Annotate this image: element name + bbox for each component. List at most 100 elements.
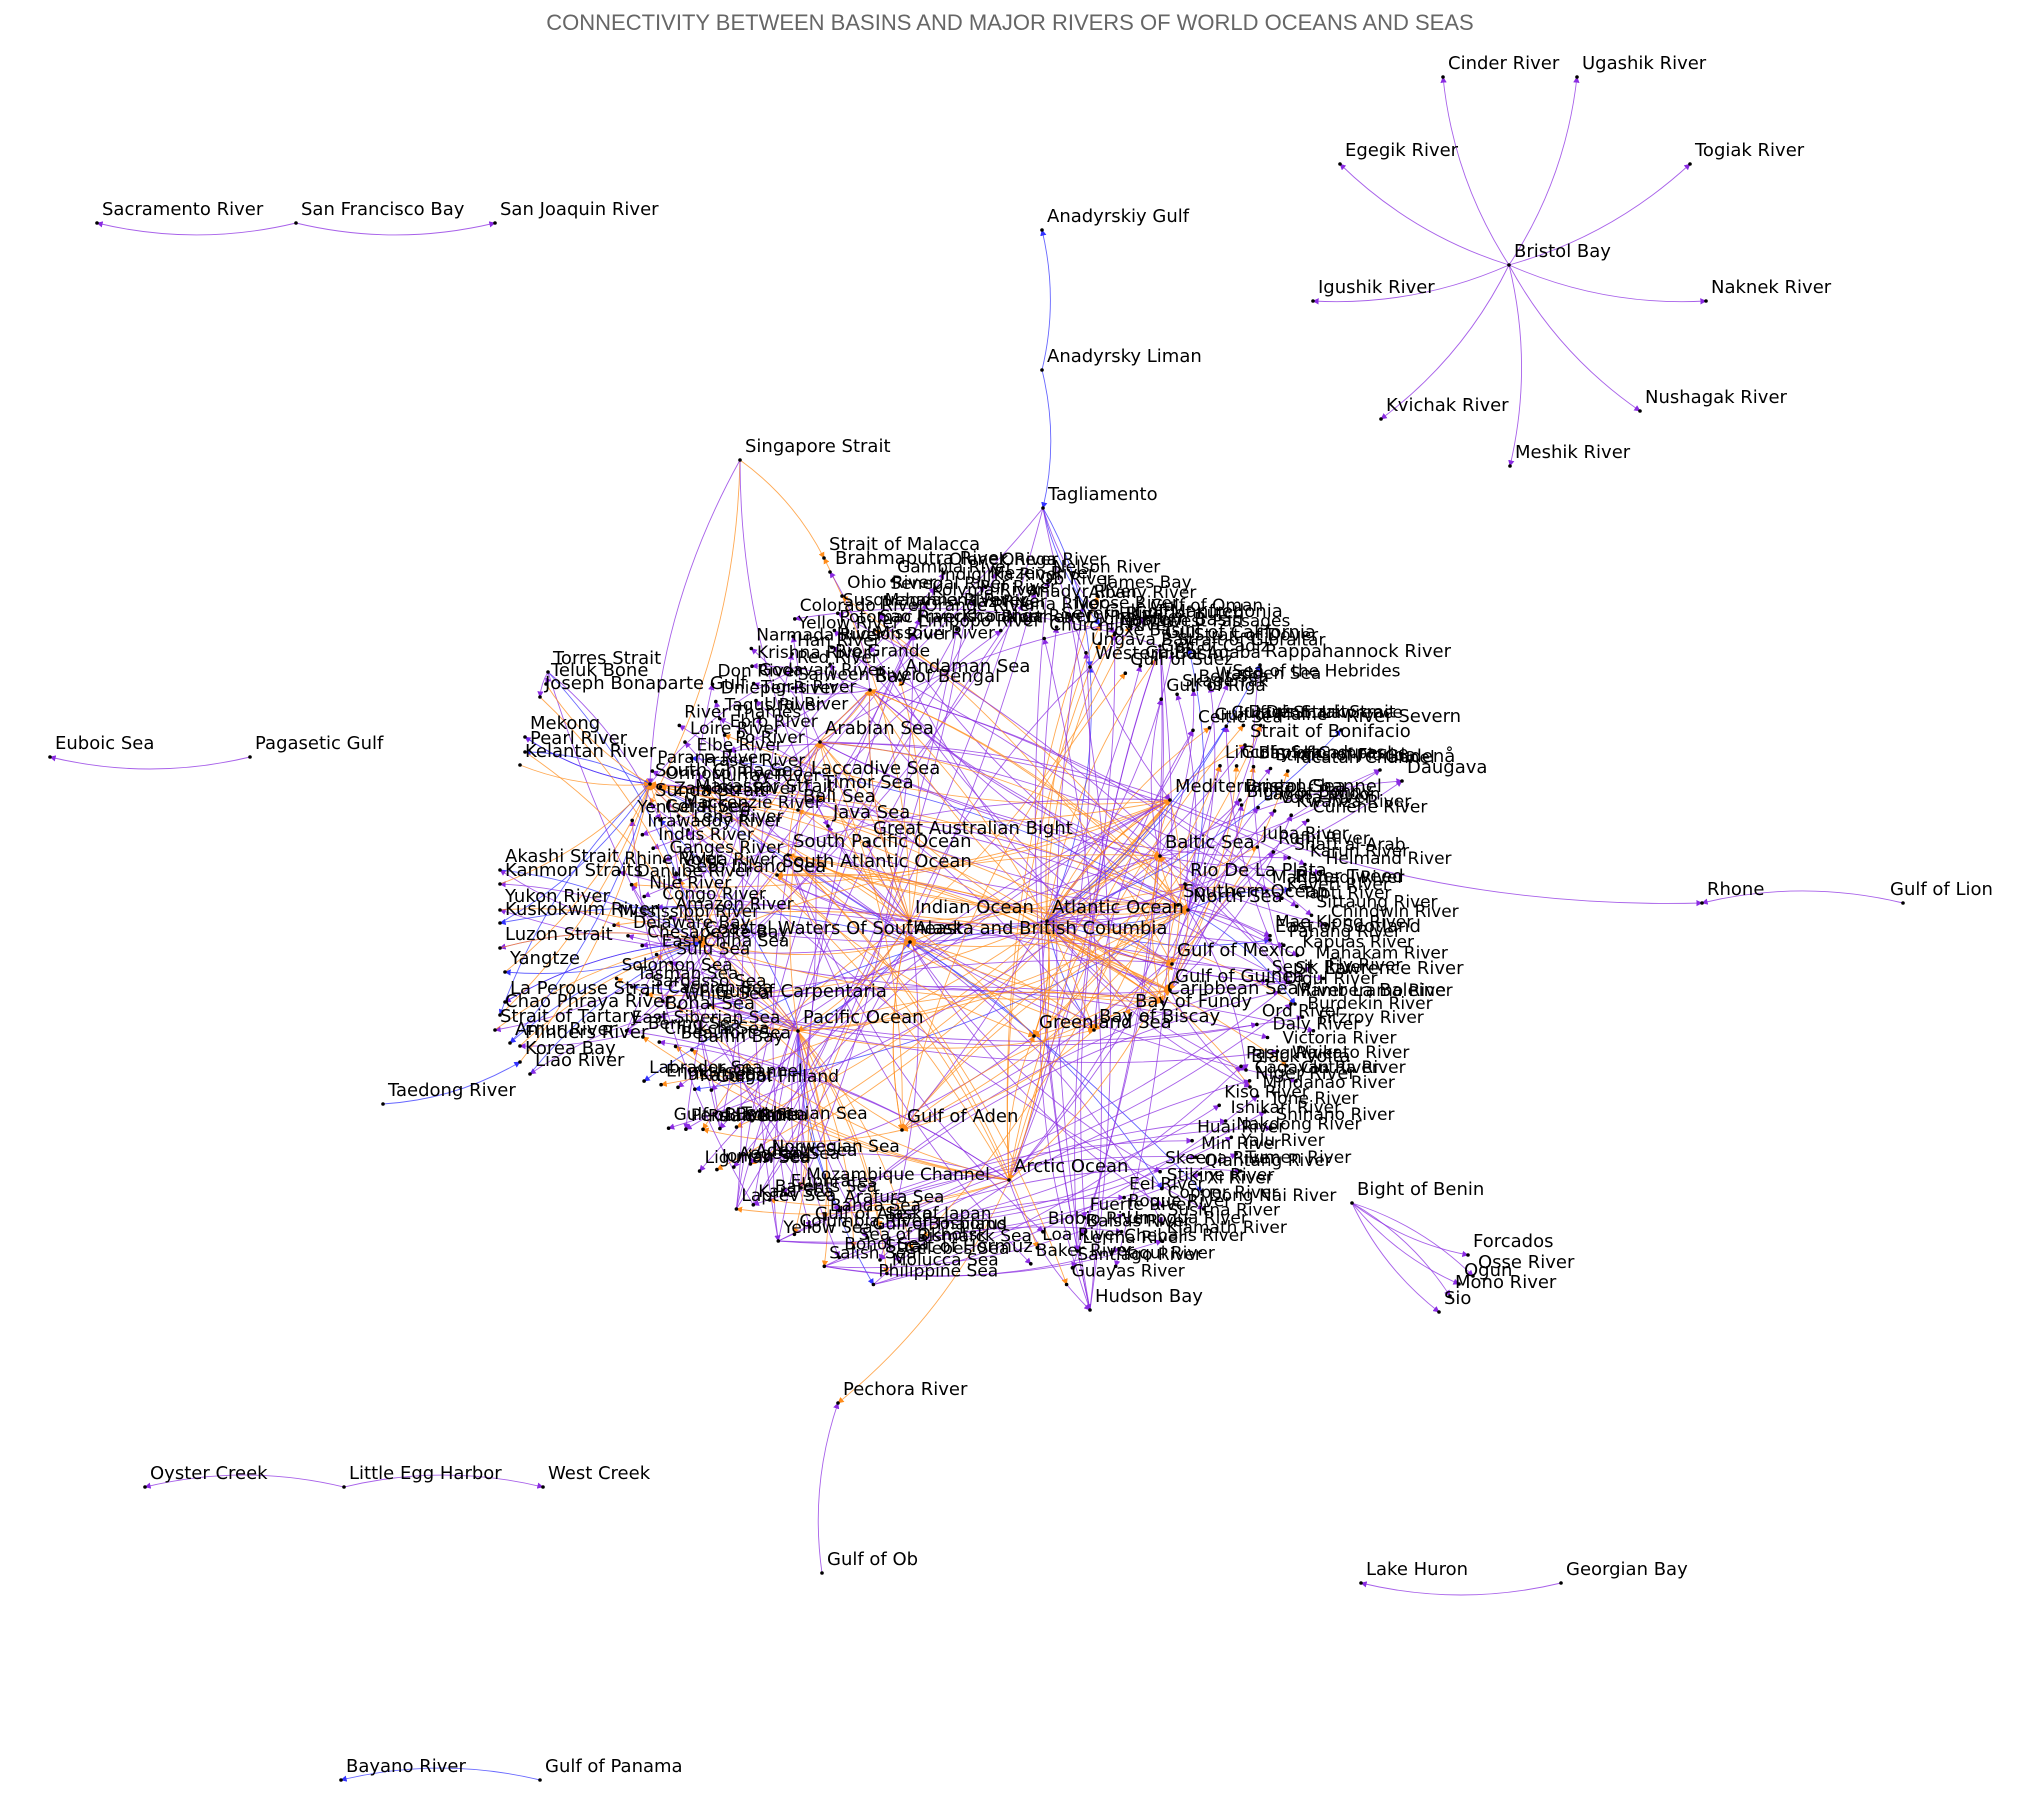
node-voltariver	[1272, 809, 1277, 813]
node-westernbasin	[1088, 665, 1092, 669]
node-helmand	[1318, 870, 1323, 874]
edge-pacific-japan	[797, 1030, 883, 1228]
label-makassar: Makassar Strait	[695, 776, 835, 797]
label-khatanga: Khatanga River	[962, 606, 1093, 626]
label-sargasso: Sargasso Sea	[652, 972, 766, 992]
label-oman: Gulf of Oman	[1150, 596, 1263, 616]
node-ganges	[662, 859, 667, 863]
node-redriver	[790, 669, 794, 673]
node-nushagak	[1638, 409, 1642, 413]
label-huai: Huai River	[1197, 1118, 1285, 1138]
label-torres: Torres Strait	[552, 648, 661, 669]
edge-baltic-gudena	[1159, 769, 1381, 857]
edge-indian-oman	[909, 618, 1146, 922]
edge-indian-hormuz	[878, 920, 919, 1261]
label-narmada: Narmada River	[756, 626, 883, 646]
edge-arabian-bengal	[819, 689, 871, 743]
edge-teluk-southchina	[545, 683, 651, 785]
label-riogrande: Rio Grande	[835, 641, 930, 661]
edge-gulflion-rhone	[1701, 890, 1904, 905]
label-caspian: Caspian Sea	[668, 978, 773, 998]
label-northsea: North Sea	[1193, 886, 1283, 907]
edge-arafura-digul	[838, 990, 1280, 1211]
label-tumen: Tumen River	[1244, 1148, 1351, 1168]
label-irrawaddy: Irrawaddy River	[647, 812, 782, 832]
node-thames	[677, 723, 682, 728]
edge-pacific-coral	[659, 819, 799, 1032]
edge-hudson-moose	[1067, 615, 1112, 1311]
node-bering	[641, 1035, 645, 1039]
node-northwest	[1112, 632, 1117, 637]
node-stlawrence	[1288, 980, 1292, 984]
edge-yangtze-southchina	[504, 783, 651, 973]
edge-gulfcalifornia-colorado	[794, 607, 1161, 647]
node-narmada	[749, 646, 754, 651]
label-gulfob: Gulf of Ob	[827, 1549, 918, 1570]
edge-littleegg-westcreek	[343, 1474, 544, 1489]
edge-stlawrence-stlawrencegulf	[1223, 725, 1291, 983]
edge-bengal-coastalse	[699, 689, 871, 943]
node-baker	[1029, 1262, 1033, 1266]
node-fly	[1321, 976, 1326, 981]
node-pechora	[836, 1401, 840, 1405]
edge-whitesea-mezen	[677, 586, 986, 1008]
label-rufiji: Rufiji River	[1278, 829, 1369, 849]
label-akashi: Akashi Strait	[505, 846, 619, 867]
node-chindwin	[1324, 923, 1328, 927]
edge-arctic-whitesea	[677, 1006, 1010, 1181]
edge-indian-arabian	[819, 741, 911, 922]
node-susitna	[1160, 1221, 1165, 1226]
label-eastsiberian: East Siberian Sea	[632, 1008, 781, 1028]
label-ugashik: Ugashik River	[1582, 53, 1707, 74]
node-persian	[684, 1127, 688, 1131]
node-fundy	[1128, 1013, 1132, 1017]
edge-biscay-alaskabc	[909, 940, 1095, 1031]
label-gulfhonduras: Gulf of Honduras	[1242, 743, 1386, 763]
edge-salish-umpqua	[824, 1226, 1123, 1267]
node-aegean	[732, 1165, 736, 1169]
node-ohio	[840, 594, 844, 598]
edge-whitesea-onega	[678, 572, 997, 1008]
edge-philippine-pasig	[873, 1065, 1242, 1285]
label-stlawrencegulf: Gulf of St. Lawrence	[1231, 703, 1403, 723]
node-skagerrak	[1175, 692, 1179, 697]
label-pur: Pur River	[980, 578, 1057, 598]
edge-indian-andaman	[898, 679, 921, 922]
label-dnieper: Dnieper River	[721, 679, 838, 699]
node-bristolch	[1238, 798, 1242, 802]
edge-mediterranean-nile	[643, 798, 1171, 898]
label-yalu: Yalu River	[1240, 1131, 1324, 1151]
label-southchina: South China Sea	[655, 760, 804, 781]
label-georgian: Georgian Bay	[1566, 1559, 1688, 1580]
node-euboic	[48, 755, 52, 759]
edge-georgian-lakehuron	[1360, 1581, 1562, 1596]
node-egegik	[1338, 162, 1342, 166]
label-baker: Baker River	[1036, 1241, 1134, 1261]
label-orinoco: Orinoco River	[665, 764, 780, 784]
edge-mediterranean-southchina	[649, 782, 1171, 823]
label-onega: Onega River	[1001, 550, 1106, 570]
node-anadyr	[1021, 603, 1025, 607]
edge-southchina-dongnai	[649, 783, 1205, 1210]
node-pacific	[796, 1029, 800, 1033]
label-bristol: Bristol Bay	[1514, 241, 1611, 262]
edge-northsea-gudena	[1187, 769, 1381, 911]
node-kelantan	[518, 763, 522, 767]
edge-indian-gulfguinea	[909, 920, 1171, 991]
edge-northsea-gulfguinea	[1169, 909, 1189, 991]
label-gulffinland: Gulf of Finland	[716, 1067, 839, 1087]
label-celebes: Celebes Sea	[905, 1239, 1010, 1259]
node-onega	[994, 571, 998, 575]
node-cunene	[1306, 818, 1310, 823]
node-albany	[1081, 604, 1086, 608]
node-laptev	[734, 1207, 739, 1211]
label-joseph: Joseph Bonaparte Gulf	[544, 673, 747, 694]
label-mainegulf: Gulf of Maine	[1215, 705, 1328, 725]
edge-southern-saofrancisco	[874, 629, 1179, 906]
node-akashi	[498, 868, 502, 872]
label-mackenzie: Mackenzie River	[683, 793, 821, 813]
node-chehalis	[1117, 1247, 1121, 1251]
node-tumen	[1238, 1169, 1243, 1173]
label-yellowsea: Yellow Sea	[782, 1218, 872, 1238]
edge-pacific-philippine	[797, 1030, 874, 1286]
